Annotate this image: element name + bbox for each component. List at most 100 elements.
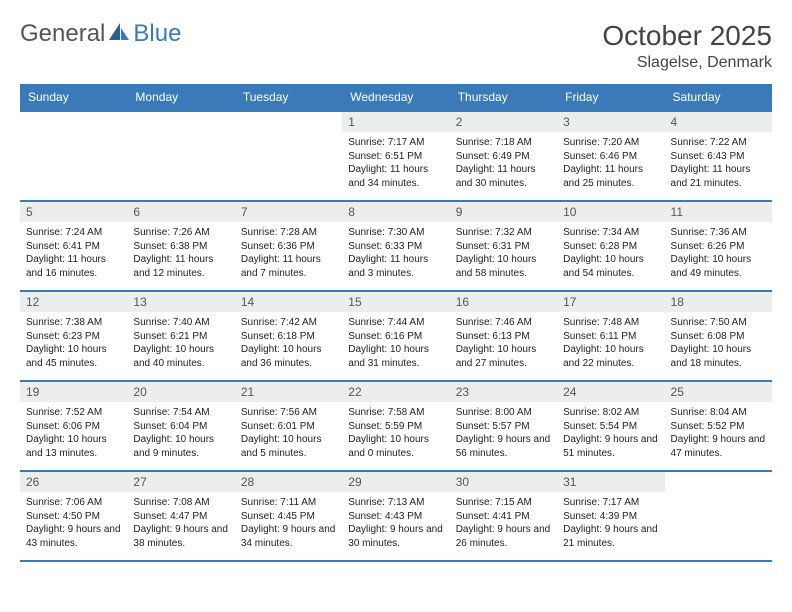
daylight-text: Daylight: 11 hours and 7 minutes. xyxy=(241,253,336,280)
day-cell: 24Sunrise: 8:02 AMSunset: 5:54 PMDayligh… xyxy=(557,381,664,471)
sunset-text: Sunset: 6:11 PM xyxy=(563,330,658,344)
day-cell: 31Sunrise: 7:17 AMSunset: 4:39 PMDayligh… xyxy=(557,471,664,560)
day-number: 1 xyxy=(342,112,449,132)
day-number: 13 xyxy=(127,292,234,312)
daylight-text: Daylight: 9 hours and 34 minutes. xyxy=(241,523,336,550)
day-number: 10 xyxy=(557,202,664,222)
sunset-text: Sunset: 4:41 PM xyxy=(456,510,551,524)
sunrise-text: Sunrise: 7:34 AM xyxy=(563,226,658,240)
day-detail: Sunrise: 7:46 AMSunset: 6:13 PMDaylight:… xyxy=(450,312,557,380)
daylight-text: Daylight: 10 hours and 45 minutes. xyxy=(26,343,121,370)
daylight-text: Daylight: 10 hours and 49 minutes. xyxy=(671,253,766,280)
sunset-text: Sunset: 5:52 PM xyxy=(671,420,766,434)
day-detail xyxy=(20,118,127,188)
sunrise-text: Sunrise: 7:36 AM xyxy=(671,226,766,240)
sunrise-text: Sunrise: 8:00 AM xyxy=(456,406,551,420)
day-number: 12 xyxy=(20,292,127,312)
day-detail: Sunrise: 7:30 AMSunset: 6:33 PMDaylight:… xyxy=(342,222,449,290)
day-number: 4 xyxy=(665,112,772,132)
sunrise-text: Sunrise: 8:02 AM xyxy=(563,406,658,420)
sunset-text: Sunset: 6:49 PM xyxy=(456,150,551,164)
day-cell xyxy=(235,111,342,201)
day-cell: 17Sunrise: 7:48 AMSunset: 6:11 PMDayligh… xyxy=(557,291,664,381)
daylight-text: Daylight: 11 hours and 12 minutes. xyxy=(133,253,228,280)
day-cell: 5Sunrise: 7:24 AMSunset: 6:41 PMDaylight… xyxy=(20,201,127,291)
sunset-text: Sunset: 6:23 PM xyxy=(26,330,121,344)
day-number: 18 xyxy=(665,292,772,312)
sunrise-text: Sunrise: 7:20 AM xyxy=(563,136,658,150)
day-detail: Sunrise: 7:11 AMSunset: 4:45 PMDaylight:… xyxy=(235,492,342,560)
day-detail: Sunrise: 7:34 AMSunset: 6:28 PMDaylight:… xyxy=(557,222,664,290)
day-detail: Sunrise: 7:17 AMSunset: 4:39 PMDaylight:… xyxy=(557,492,664,560)
day-number: 21 xyxy=(235,382,342,402)
day-cell: 27Sunrise: 7:08 AMSunset: 4:47 PMDayligh… xyxy=(127,471,234,560)
sunset-text: Sunset: 6:18 PM xyxy=(241,330,336,344)
week-row: 1Sunrise: 7:17 AMSunset: 6:51 PMDaylight… xyxy=(20,111,772,201)
day-header: Tuesday xyxy=(235,84,342,110)
day-number: 20 xyxy=(127,382,234,402)
daylight-text: Daylight: 10 hours and 22 minutes. xyxy=(563,343,658,370)
sunset-text: Sunset: 6:36 PM xyxy=(241,240,336,254)
day-cell: 2Sunrise: 7:18 AMSunset: 6:49 PMDaylight… xyxy=(450,111,557,201)
day-detail: Sunrise: 7:48 AMSunset: 6:11 PMDaylight:… xyxy=(557,312,664,380)
week-row: 5Sunrise: 7:24 AMSunset: 6:41 PMDaylight… xyxy=(20,201,772,291)
day-cell: 30Sunrise: 7:15 AMSunset: 4:41 PMDayligh… xyxy=(450,471,557,560)
day-number: 9 xyxy=(450,202,557,222)
day-detail: Sunrise: 7:17 AMSunset: 6:51 PMDaylight:… xyxy=(342,132,449,200)
sunset-text: Sunset: 6:13 PM xyxy=(456,330,551,344)
daylight-text: Daylight: 9 hours and 47 minutes. xyxy=(671,433,766,460)
day-cell: 20Sunrise: 7:54 AMSunset: 6:04 PMDayligh… xyxy=(127,381,234,471)
sunrise-text: Sunrise: 7:26 AM xyxy=(133,226,228,240)
day-cell xyxy=(20,111,127,201)
sunset-text: Sunset: 5:59 PM xyxy=(348,420,443,434)
day-number: 5 xyxy=(20,202,127,222)
location: Slagelse, Denmark xyxy=(602,54,772,72)
day-detail: Sunrise: 7:52 AMSunset: 6:06 PMDaylight:… xyxy=(20,402,127,470)
daylight-text: Daylight: 10 hours and 0 minutes. xyxy=(348,433,443,460)
day-header: Friday xyxy=(557,84,664,110)
sunset-text: Sunset: 6:46 PM xyxy=(563,150,658,164)
day-cell: 10Sunrise: 7:34 AMSunset: 6:28 PMDayligh… xyxy=(557,201,664,291)
day-cell: 8Sunrise: 7:30 AMSunset: 6:33 PMDaylight… xyxy=(342,201,449,291)
day-number: 19 xyxy=(20,382,127,402)
day-detail: Sunrise: 7:15 AMSunset: 4:41 PMDaylight:… xyxy=(450,492,557,560)
day-detail: Sunrise: 7:56 AMSunset: 6:01 PMDaylight:… xyxy=(235,402,342,470)
day-detail: Sunrise: 7:54 AMSunset: 6:04 PMDaylight:… xyxy=(127,402,234,470)
daylight-text: Daylight: 11 hours and 25 minutes. xyxy=(563,163,658,190)
day-cell: 9Sunrise: 7:32 AMSunset: 6:31 PMDaylight… xyxy=(450,201,557,291)
day-number: 2 xyxy=(450,112,557,132)
day-cell: 11Sunrise: 7:36 AMSunset: 6:26 PMDayligh… xyxy=(665,201,772,291)
day-detail xyxy=(235,118,342,188)
daylight-text: Daylight: 9 hours and 43 minutes. xyxy=(26,523,121,550)
sunrise-text: Sunrise: 7:52 AM xyxy=(26,406,121,420)
sunrise-text: Sunrise: 7:38 AM xyxy=(26,316,121,330)
day-cell: 1Sunrise: 7:17 AMSunset: 6:51 PMDaylight… xyxy=(342,111,449,201)
sunrise-text: Sunrise: 7:30 AM xyxy=(348,226,443,240)
day-number: 23 xyxy=(450,382,557,402)
day-cell: 16Sunrise: 7:46 AMSunset: 6:13 PMDayligh… xyxy=(450,291,557,381)
daylight-text: Daylight: 10 hours and 27 minutes. xyxy=(456,343,551,370)
day-detail: Sunrise: 8:00 AMSunset: 5:57 PMDaylight:… xyxy=(450,402,557,470)
daylight-text: Daylight: 10 hours and 9 minutes. xyxy=(133,433,228,460)
logo: General Blue xyxy=(20,20,181,48)
day-detail: Sunrise: 8:02 AMSunset: 5:54 PMDaylight:… xyxy=(557,402,664,470)
daylight-text: Daylight: 9 hours and 51 minutes. xyxy=(563,433,658,460)
logo-text-2: Blue xyxy=(133,20,181,47)
day-number: 24 xyxy=(557,382,664,402)
sunrise-text: Sunrise: 7:17 AM xyxy=(563,496,658,510)
sunset-text: Sunset: 6:43 PM xyxy=(671,150,766,164)
daylight-text: Daylight: 9 hours and 30 minutes. xyxy=(348,523,443,550)
daylight-text: Daylight: 10 hours and 58 minutes. xyxy=(456,253,551,280)
day-detail: Sunrise: 7:26 AMSunset: 6:38 PMDaylight:… xyxy=(127,222,234,290)
day-detail xyxy=(665,478,772,548)
sunset-text: Sunset: 6:21 PM xyxy=(133,330,228,344)
title-block: October 2025 Slagelse, Denmark xyxy=(602,20,772,72)
sunrise-text: Sunrise: 7:42 AM xyxy=(241,316,336,330)
day-number: 6 xyxy=(127,202,234,222)
day-cell: 28Sunrise: 7:11 AMSunset: 4:45 PMDayligh… xyxy=(235,471,342,560)
daylight-text: Daylight: 9 hours and 56 minutes. xyxy=(456,433,551,460)
day-detail: Sunrise: 7:24 AMSunset: 6:41 PMDaylight:… xyxy=(20,222,127,290)
sunset-text: Sunset: 5:54 PM xyxy=(563,420,658,434)
day-number: 17 xyxy=(557,292,664,312)
sunset-text: Sunset: 6:06 PM xyxy=(26,420,121,434)
